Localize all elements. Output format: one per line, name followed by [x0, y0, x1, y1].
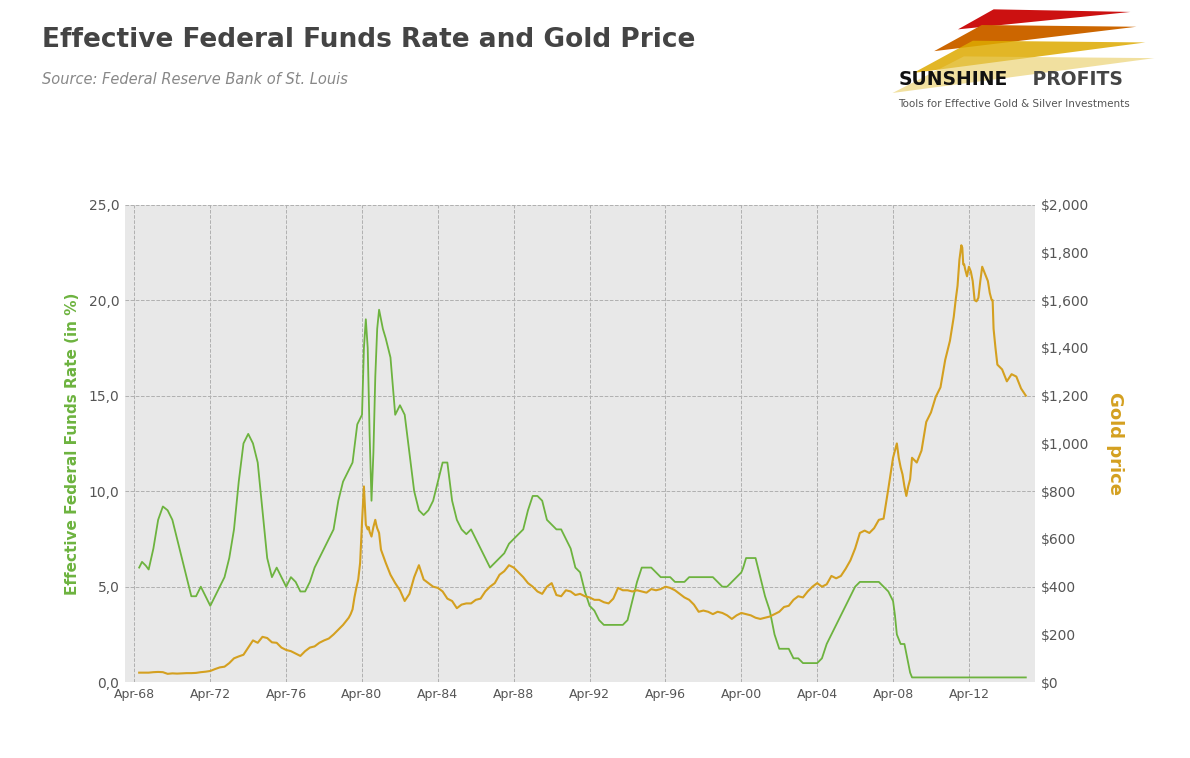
Y-axis label: Effective Federal Funds Rate (in %): Effective Federal Funds Rate (in %)	[65, 293, 80, 594]
Polygon shape	[958, 9, 1130, 30]
Text: Source: Federal Reserve Bank of St. Louis: Source: Federal Reserve Bank of St. Loui…	[42, 72, 347, 87]
Text: Effective Federal Funds Rate and Gold Price: Effective Federal Funds Rate and Gold Pr…	[42, 27, 695, 52]
Y-axis label: Gold price: Gold price	[1106, 392, 1125, 495]
Polygon shape	[914, 41, 1145, 73]
Text: Tools for Effective Gold & Silver Investments: Tools for Effective Gold & Silver Invest…	[898, 99, 1130, 108]
Polygon shape	[934, 25, 1136, 52]
Text: SUNSHINE: SUNSHINE	[898, 70, 1008, 89]
Text: PROFITS: PROFITS	[1026, 70, 1122, 89]
Polygon shape	[892, 56, 1154, 93]
